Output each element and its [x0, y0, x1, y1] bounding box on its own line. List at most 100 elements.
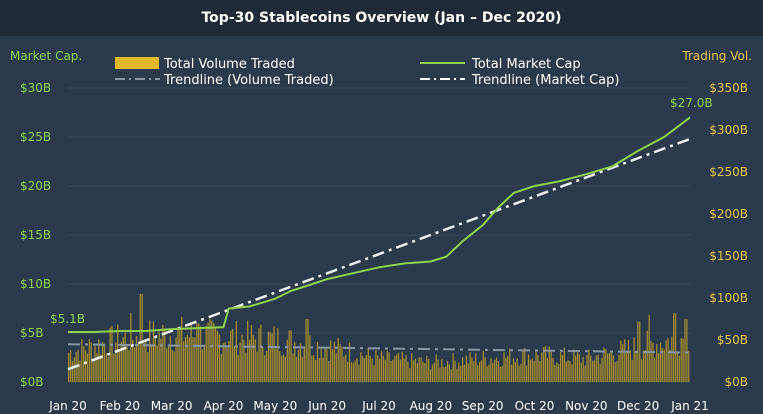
volume-bar	[343, 356, 345, 382]
volume-bar	[605, 349, 607, 382]
volume-bar	[205, 325, 207, 382]
volume-bar	[414, 358, 417, 382]
volume-bar	[522, 350, 524, 382]
volume-bar	[625, 351, 628, 382]
volume-bar	[354, 360, 356, 382]
volume-bar	[663, 349, 665, 382]
volume-bar	[360, 352, 362, 382]
volume-bar	[467, 363, 469, 382]
volume-bar	[147, 351, 149, 382]
volume-bar	[363, 357, 366, 382]
volume-bar	[646, 330, 648, 382]
volume-bar	[69, 350, 72, 382]
volume-bar	[565, 361, 567, 382]
volume-bar	[671, 336, 673, 382]
volume-bar	[286, 339, 288, 382]
volume-bar	[516, 358, 518, 382]
right-tick-label: $250B	[709, 165, 748, 179]
x-tick-label: Aug 20	[410, 399, 453, 413]
chart-title: Top-30 Stablecoins Overview (Jan – Dec 2…	[0, 0, 763, 36]
volume-bar	[356, 358, 358, 382]
volume-bar	[590, 355, 592, 382]
volume-bar	[335, 353, 337, 382]
volume-bar	[120, 341, 123, 382]
volume-bar	[115, 342, 117, 382]
volume-bar	[169, 335, 172, 382]
volume-bar	[273, 326, 275, 382]
volume-bar	[194, 337, 196, 382]
volume-bar	[591, 360, 594, 382]
volume-bar	[409, 368, 411, 382]
volume-bar	[509, 348, 511, 382]
volume-bar	[392, 359, 394, 382]
volume-bar	[582, 356, 584, 382]
volume-bar	[588, 349, 590, 382]
volume-bar	[616, 360, 618, 382]
volume-bar	[86, 353, 89, 382]
right-tick-label: $0B	[724, 375, 748, 389]
volume-bar	[173, 351, 175, 382]
left-tick-label: $5B	[20, 326, 44, 340]
volume-bar	[475, 353, 477, 382]
volume-bar	[149, 320, 151, 382]
volume-bar	[629, 350, 631, 382]
right-axis-label: Trading Vol.	[681, 49, 752, 63]
volume-bar	[580, 362, 582, 382]
volume-bar	[111, 325, 113, 382]
volume-bar	[428, 358, 430, 382]
market-cap-line	[68, 116, 691, 333]
volume-bar	[446, 360, 449, 382]
volume-bar	[186, 334, 189, 382]
volume-bar	[346, 361, 349, 382]
volume-bar	[652, 342, 654, 382]
volume-bar	[554, 364, 556, 382]
right-tick-label: $50B	[717, 333, 748, 347]
volume-bar	[435, 354, 437, 382]
volume-bar	[311, 355, 313, 382]
volume-bar	[567, 360, 569, 382]
left-tick-label: $25B	[20, 130, 51, 144]
volume-bar	[299, 343, 302, 382]
volume-bar	[199, 326, 202, 382]
volume-bar	[639, 321, 641, 382]
volume-bar	[358, 364, 360, 382]
legend: Total Volume Traded Total Market Cap Tre…	[115, 57, 619, 88]
volume-bar	[271, 333, 273, 382]
volume-bar	[471, 357, 473, 382]
volume-bar	[100, 354, 102, 382]
volume-bar	[614, 362, 616, 382]
volume-bar	[71, 361, 74, 382]
volume-bar	[239, 342, 241, 382]
right-tick-label: $350B	[709, 81, 748, 95]
volume-bar	[659, 342, 662, 382]
volume-bar	[667, 338, 669, 382]
volume-bar	[526, 365, 528, 382]
volume-bar	[678, 355, 680, 382]
volume-bar	[480, 360, 483, 382]
volume-bar	[441, 358, 443, 382]
volume-bar	[218, 334, 221, 382]
volume-bar	[412, 360, 415, 382]
x-tick-label: Dec 20	[617, 399, 659, 413]
volume-bar	[333, 342, 336, 382]
volume-bar	[520, 363, 522, 382]
volume-bar	[648, 314, 650, 382]
volume-bar	[328, 361, 330, 382]
volume-bar	[152, 321, 155, 382]
volume-bar	[262, 346, 264, 382]
volume-bar	[595, 355, 598, 382]
volume-bar	[166, 348, 168, 382]
volume-bar	[371, 358, 373, 382]
volume-bar	[661, 347, 664, 382]
volume-bar	[537, 355, 539, 382]
volume-bar	[688, 350, 690, 382]
volume-bar	[546, 358, 549, 382]
volume-bar	[264, 355, 266, 382]
volume-bar	[541, 352, 543, 382]
volume-bar	[156, 345, 158, 382]
volume-bar	[386, 350, 388, 382]
volume-bar	[154, 336, 156, 382]
volume-bar	[488, 364, 490, 382]
legend-label-trend-market-cap: Trendline (Market Cap)	[471, 73, 619, 88]
volume-bar	[314, 360, 317, 382]
